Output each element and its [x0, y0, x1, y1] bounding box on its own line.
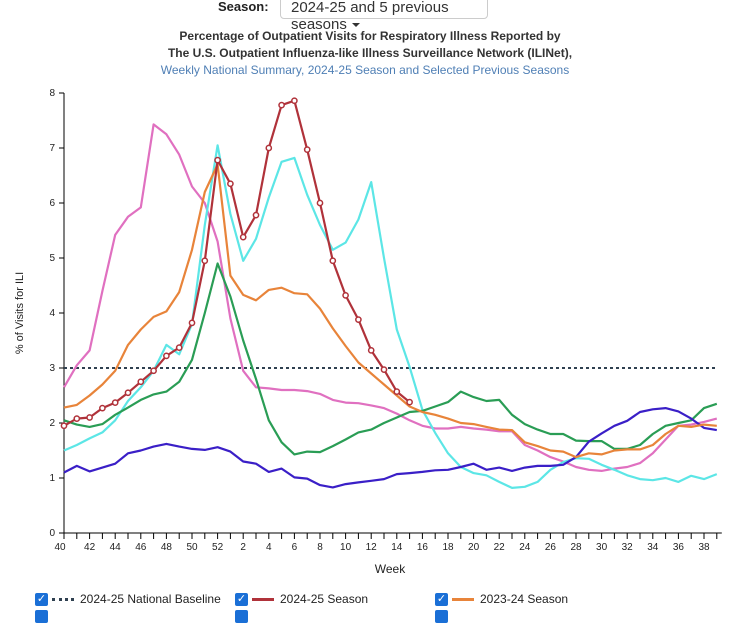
x-tick-label: 2 [240, 542, 246, 553]
y-tick-label: 6 [49, 198, 55, 209]
x-tick-label: 18 [442, 542, 454, 553]
season-selector-row: Season: 2024-25 and 5 previous seasons [0, 0, 753, 33]
legend-item-2024-25[interactable]: ✓ 2024-25 Season [235, 592, 368, 606]
chart-title-line2: The U.S. Outpatient Influenza-like Illne… [167, 46, 573, 60]
legend-label: 2024-25 National Baseline [80, 592, 221, 606]
data-point [175, 344, 183, 351]
data-point [265, 144, 273, 152]
line-swatch [252, 597, 274, 601]
data-point [124, 389, 132, 397]
series-line-0 [63, 123, 718, 472]
legend-item-2023-24[interactable]: ✓ 2023-24 Season [435, 592, 568, 606]
data-point [393, 388, 401, 395]
x-tick-label: 46 [135, 542, 147, 553]
series-line-1 [63, 144, 718, 489]
data-point [214, 156, 221, 164]
checkbox-partial[interactable] [235, 610, 248, 623]
data-point [239, 233, 247, 241]
data-point [201, 257, 209, 265]
x-tick-label: 48 [161, 542, 173, 553]
y-tick-label: 7 [49, 143, 55, 154]
y-axis-label: % of Visits for ILI [14, 272, 26, 354]
x-axis-label: Week [375, 562, 406, 576]
x-tick-label: 4 [266, 542, 272, 553]
series-line-5 [63, 99, 411, 427]
x-tick-label: 14 [391, 542, 403, 553]
x-tick-label: 10 [340, 542, 352, 553]
x-tick-label: 32 [622, 542, 634, 553]
legend-label: 2023-24 Season [480, 592, 569, 606]
series-line-3 [63, 407, 717, 489]
series-line-4 [63, 163, 717, 459]
data-point [291, 97, 298, 105]
x-tick-label: 22 [494, 542, 506, 553]
y-tick-label: 0 [49, 528, 55, 539]
checkbox-checked-icon[interactable]: ✓ [235, 592, 248, 606]
dotted-line-swatch [52, 597, 74, 601]
checkbox-checked-icon[interactable]: ✓ [35, 592, 48, 606]
x-tick-label: 8 [317, 542, 323, 553]
season-label: Season: [218, 0, 269, 14]
data-point [60, 422, 68, 430]
x-tick-label: 36 [673, 542, 685, 553]
x-tick-label: 42 [84, 542, 96, 553]
data-point [137, 378, 145, 386]
y-tick-label: 8 [49, 88, 55, 99]
data-point [367, 347, 375, 354]
checkbox-partial[interactable] [435, 610, 448, 623]
data-point [252, 211, 260, 219]
season-select-value: 2024-25 and 5 previous seasons [291, 0, 449, 33]
series-line-2 [63, 262, 718, 456]
data-point [163, 352, 170, 360]
x-tick-label: 44 [110, 542, 122, 553]
caret-down-icon [351, 23, 360, 28]
data-point [406, 398, 413, 406]
legend-label: 2024-25 Season [280, 592, 369, 606]
y-tick-label: 1 [49, 473, 55, 484]
y-tick-label: 3 [49, 363, 55, 374]
data-point [329, 257, 337, 265]
y-tick-label: 4 [49, 308, 55, 319]
x-tick-label: 6 [292, 542, 298, 553]
data-point [111, 399, 119, 406]
x-tick-label: 12 [366, 542, 378, 553]
season-select[interactable]: 2024-25 and 5 previous seasons [280, 0, 488, 33]
data-point [303, 146, 311, 153]
y-tick-label: 2 [49, 418, 55, 429]
data-point [86, 414, 93, 421]
x-tick-label: 26 [545, 542, 557, 553]
data-point [380, 366, 388, 373]
data-point [342, 292, 349, 299]
x-tick-label: 38 [698, 542, 710, 553]
chart-subtitle: Weekly National Summary, 2024-25 Season … [160, 63, 570, 77]
chart-title-line1: Percentage of Outpatient Visits for Resp… [179, 29, 561, 43]
checkbox-partial[interactable] [35, 610, 48, 623]
x-tick-label: 40 [54, 542, 66, 553]
y-tick-label: 5 [49, 253, 55, 264]
x-tick-label: 52 [212, 542, 224, 553]
x-tick-label: 20 [468, 542, 480, 553]
x-tick-label: 28 [570, 542, 582, 553]
line-swatch [452, 597, 474, 601]
x-tick-label: 50 [186, 542, 198, 553]
data-point [278, 101, 285, 109]
x-tick-label: 16 [417, 542, 429, 553]
data-point [99, 404, 106, 412]
checkbox-checked-icon[interactable]: ✓ [435, 592, 448, 606]
data-point [73, 415, 81, 422]
x-tick-label: 30 [596, 542, 608, 553]
legend-item-baseline[interactable]: ✓ 2024-25 National Baseline [35, 592, 221, 606]
data-point [227, 180, 234, 188]
data-point [355, 316, 362, 323]
data-point [316, 199, 324, 207]
x-tick-label: 24 [519, 542, 531, 553]
x-tick-label: 34 [647, 542, 659, 553]
data-point [188, 319, 196, 327]
data-point [150, 367, 157, 375]
